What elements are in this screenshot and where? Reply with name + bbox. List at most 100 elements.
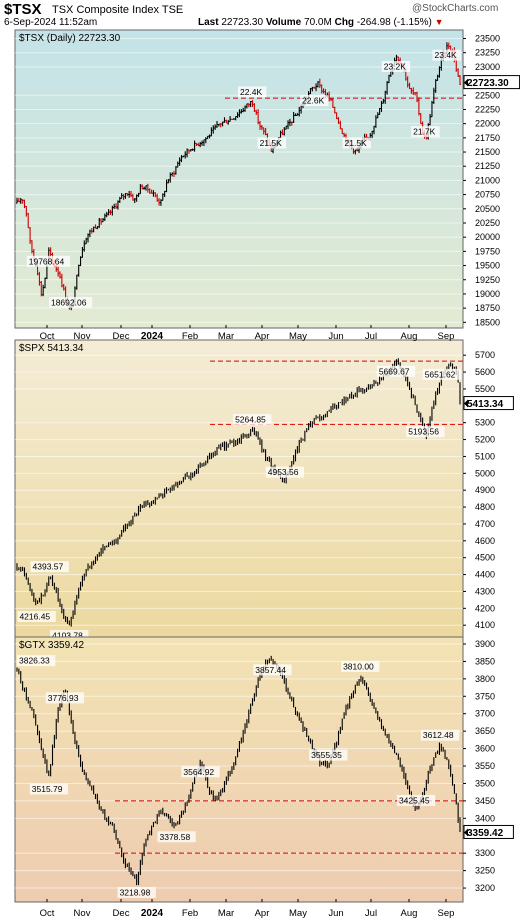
y-tick-label: 22500 [475, 90, 500, 100]
price-annotation: 5193.56 [408, 427, 439, 437]
y-tick-label: 4500 [475, 553, 495, 563]
price-annotation: 3612.48 [423, 730, 454, 740]
y-tick-label: 3200 [475, 883, 495, 893]
y-tick-label: 3500 [475, 778, 495, 788]
y-tick-label: 19250 [475, 275, 500, 285]
price-annotation: 18692.06 [51, 297, 87, 307]
y-tick-label: 3650 [475, 726, 495, 736]
price-annotation: 3564.92 [183, 767, 214, 777]
annotation-box [181, 766, 220, 778]
y-tick-label: 3700 [475, 709, 495, 719]
y-tick-label: 21500 [475, 147, 500, 157]
annotation-box [257, 137, 287, 149]
y-tick-label: 5600 [475, 367, 495, 377]
x-tick-label: Dec [113, 331, 130, 342]
y-tick-label: 23500 [475, 34, 500, 44]
x-tick-label: Mar [218, 331, 234, 342]
price-annotation: 21.5K [260, 138, 283, 148]
y-tick-label: 3800 [475, 674, 495, 684]
y-tick-label: 22000 [475, 119, 500, 129]
y-tick-label: 4200 [475, 603, 495, 613]
y-tick-label: 19500 [475, 261, 500, 271]
x-tick-label: Apr [255, 908, 270, 919]
symbol-title: $TSX [4, 1, 42, 18]
annotation-box [26, 255, 70, 267]
index-name: TSX Composite Index TSE [52, 4, 184, 16]
y-tick-label: 5200 [475, 435, 495, 445]
price-annotation: 4393.57 [33, 562, 64, 572]
y-tick-label: 3550 [475, 761, 495, 771]
price-annotation: 4953.56 [268, 467, 299, 477]
annotation-box [30, 561, 69, 573]
x-tick-label: Sep [438, 331, 455, 342]
x-tick-label: Jun [328, 331, 343, 342]
annotation-box [309, 749, 348, 761]
x-tick-label: Oct [40, 908, 55, 919]
annotation-box [396, 794, 436, 806]
panel-title: $TSX (Daily) 22723.30 [19, 33, 121, 44]
chart-header: $TSX TSX Composite Index TSE 6-Sep-2024 … [0, 0, 520, 30]
x-axis: Oct Nov Dec 2024 Feb Mar Apr May Jun Jul Aug Sep Oct… [40, 325, 455, 919]
price-annotation: 5264.85 [235, 415, 266, 425]
y-tick-label: 21750 [475, 133, 500, 143]
annotation-box [420, 729, 460, 741]
annotation-box [45, 692, 85, 704]
x-tick-label: 2024 [141, 908, 164, 919]
x-tick-label: Dec [113, 908, 130, 919]
x-tick-label: Feb [182, 908, 198, 919]
chart-datetime: 6-Sep-2024 11:52am [4, 17, 98, 28]
annotation-box [253, 664, 292, 676]
y-tick-label: 5000 [475, 468, 495, 478]
price-annotation: 22.6K [302, 96, 325, 106]
annotation-box [342, 137, 372, 149]
y-tick-label: 3750 [475, 691, 495, 701]
price-annotation: 19768.64 [29, 256, 65, 266]
y-tick-label: 19000 [475, 289, 500, 299]
x-tick-label: Nov [74, 331, 91, 342]
y-tick-label: 22250 [475, 104, 500, 114]
last-price-badge [463, 824, 514, 839]
price-annotation: 3826.33 [19, 656, 50, 666]
price-annotation: 3810.00 [343, 661, 374, 671]
price-annotation: 3515.79 [32, 784, 63, 794]
annotation-box [422, 368, 461, 380]
last-price-pointer [464, 828, 468, 837]
price-annotation: 22.4K [240, 87, 263, 97]
x-tick-label: May [289, 331, 307, 342]
price-annotation: 3555.35 [311, 750, 342, 760]
price-annotation: 3776.93 [48, 693, 79, 703]
chart-panel-1: $TSX (Daily) 22723.30 19768.64 18692.06 22.… [14, 29, 520, 329]
price-annotation: 3425.45 [399, 795, 430, 805]
x-tick-label: May [289, 908, 307, 919]
price-annotation: 5651.62 [425, 369, 456, 379]
y-tick-label: 5300 [475, 418, 495, 428]
y-tick-label: 4300 [475, 586, 495, 596]
y-tick-label: 20250 [475, 218, 500, 228]
y-tick-label: 19750 [475, 246, 500, 256]
annotation-box [300, 95, 329, 107]
y-tick-label: 18500 [475, 317, 500, 327]
y-tick-label: 5500 [475, 384, 495, 394]
price-annotation: 3857.44 [255, 665, 286, 675]
quote-summary: Last 22723.30 Volume 70.0M Chg -264.98 (… [198, 17, 444, 28]
annotation-box [411, 126, 440, 138]
x-tick-label: Aug [401, 908, 418, 919]
last-price-pointer [464, 399, 468, 408]
down-arrow-icon: ▼ [434, 17, 444, 27]
annotation-box [237, 86, 267, 98]
y-tick-label: 4100 [475, 620, 495, 630]
x-tick-label: Nov [74, 908, 91, 919]
panel-title: $GTX 3359.42 [19, 640, 84, 651]
last-price-label: 22723.30 [467, 78, 509, 89]
price-annotation: 3378.58 [159, 832, 190, 842]
x-tick-label: Jul [365, 331, 377, 342]
y-tick-label: 4800 [475, 502, 495, 512]
x-tick-label: Feb [182, 331, 198, 342]
y-tick-label: 20000 [475, 232, 500, 242]
x-tick-label: Apr [255, 331, 270, 342]
annotation-box [341, 660, 380, 672]
x-tick-label: 2024 [141, 331, 164, 342]
annotation-box [17, 655, 56, 667]
annotation-box [376, 365, 416, 377]
y-tick-label: 4400 [475, 570, 495, 580]
